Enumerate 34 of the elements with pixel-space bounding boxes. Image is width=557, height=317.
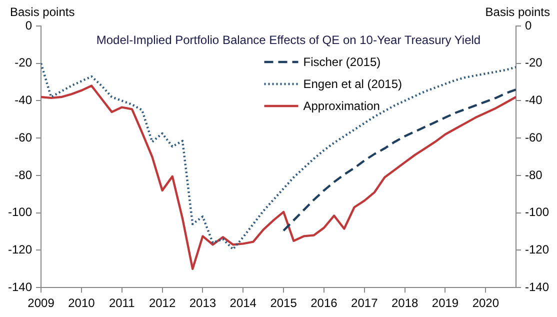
x-tick-label: 2009 bbox=[28, 296, 55, 310]
x-tick-label: 2010 bbox=[68, 296, 96, 310]
y2-tick-label: 0 bbox=[524, 18, 532, 32]
y-tick-label: -20 bbox=[14, 56, 32, 70]
y2-tick-label: -100 bbox=[524, 205, 550, 220]
y2-tick-label: -20 bbox=[524, 56, 543, 70]
x-tick-label: 2014 bbox=[230, 296, 257, 310]
x-tick-label: 2019 bbox=[432, 296, 459, 310]
x-tick-label: 2013 bbox=[189, 296, 216, 310]
y2-tick-label: -120 bbox=[524, 242, 550, 257]
y-tick-label: -80 bbox=[14, 168, 32, 182]
legend-label: Fischer (2015) bbox=[303, 55, 381, 69]
y2-tick-label: -80 bbox=[524, 168, 543, 182]
x-tick-label: 2018 bbox=[391, 296, 418, 310]
y-tick-label: -100 bbox=[8, 205, 32, 220]
y-tick-label: -60 bbox=[14, 130, 32, 144]
y-tick-label: -140 bbox=[8, 280, 32, 294]
legend-label: Engen et al (2015) bbox=[303, 77, 402, 91]
x-tick-label: 2011 bbox=[108, 296, 136, 310]
x-tick-label: 2016 bbox=[310, 296, 338, 310]
x-tick-label: 2020 bbox=[472, 296, 500, 310]
text: Model-Implied Portfolio Balance Effects of QE on 10-Year Treasury Yield bbox=[96, 33, 481, 47]
x-tick-label: 2015 bbox=[270, 296, 298, 310]
y2-tick-label: -60 bbox=[524, 130, 543, 144]
y-tick-label: 0 bbox=[25, 18, 32, 32]
y-axis-title: Basis points bbox=[10, 5, 75, 19]
y-tick-label: -120 bbox=[8, 242, 32, 257]
y-tick-label: -40 bbox=[14, 93, 32, 108]
y2-axis-title: Basis points bbox=[485, 5, 550, 19]
x-tick-label: 2012 bbox=[148, 296, 176, 310]
legend-label: Approximation bbox=[303, 99, 380, 113]
x-tick-label: 2017 bbox=[351, 296, 378, 310]
y2-tick-label: -140 bbox=[524, 280, 550, 294]
y2-tick-label: -40 bbox=[524, 93, 543, 108]
